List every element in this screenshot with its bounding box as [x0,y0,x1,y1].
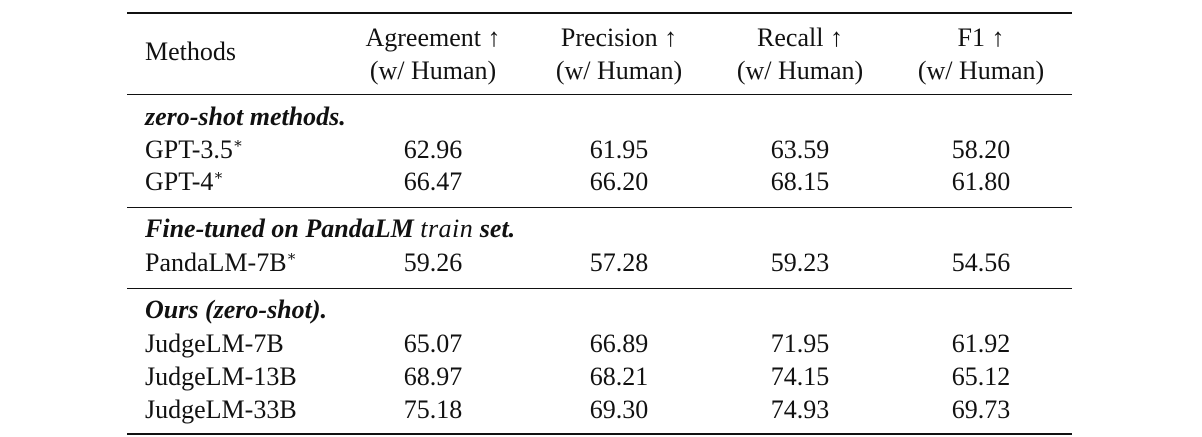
header-precision-line1: Precision ↑ [560,23,678,52]
section-title-zero-shot: zero-shot methods. [145,102,346,131]
table-row: JudgeLM-7B 65.07 66.89 71.95 61.92 [0,328,1202,360]
bottom-rule [127,433,1072,435]
section-rule [127,288,1072,289]
method-name: JudgeLM-13B [145,362,297,391]
header-f1-line2: (w/ Human) [917,56,1045,85]
precision-value: 69.30 [589,395,649,424]
precision-value: 68.21 [589,362,649,391]
precision-value: 66.89 [589,329,649,358]
header-recall-line1: Recall ↑ [757,23,843,52]
asterisk-marker: ∗ [286,249,297,265]
method-name: PandaLM-7B∗ [145,247,297,283]
method-name: GPT-3.5∗ [145,134,243,170]
recall-value: 74.15 [770,362,830,391]
table-row: JudgeLM-33B 75.18 69.30 74.93 69.73 [0,394,1202,426]
method-label: GPT-4 [145,167,214,196]
f1-value: 69.73 [951,395,1011,424]
header-f1: F1 ↑ (w/ Human) [886,21,1076,87]
table-row: GPT-3.5∗ 62.96 61.95 63.59 58.20 [0,134,1202,166]
method-name: GPT-4∗ [145,166,224,202]
header-recall-line2: (w/ Human) [736,56,864,85]
agreement-value: 68.97 [403,362,463,391]
header-recall: Recall ↑ (w/ Human) [705,21,895,87]
header-precision: Precision ↑ (w/ Human) [524,21,714,87]
precision-value: 57.28 [589,248,649,277]
header-agreement: Agreement ↑ (w/ Human) [338,21,528,87]
header-agreement-line2: (w/ Human) [369,56,497,85]
precision-value: 61.95 [589,135,649,164]
section-title-prefix: Fine-tuned on PandaLM [145,214,414,243]
method-name: JudgeLM-7B [145,329,284,358]
section-title-suffix: set. [479,214,516,243]
precision-value: 66.20 [589,167,649,196]
header-f1-line1: F1 ↑ [957,23,1005,52]
f1-value: 65.12 [951,362,1011,391]
table-row: JudgeLM-13B 68.97 68.21 74.15 65.12 [0,361,1202,393]
asterisk-marker: ∗ [232,136,244,152]
header-rule [127,94,1072,95]
section-rule [127,207,1072,208]
agreement-value: 75.18 [403,395,463,424]
method-label: PandaLM-7B [145,248,287,277]
table-row: PandaLM-7B∗ 59.26 57.28 59.23 54.56 [0,247,1202,279]
header-methods: Methods [145,37,236,66]
f1-value: 54.56 [951,248,1011,277]
agreement-value: 59.26 [403,248,463,277]
header-agreement-line1: Agreement ↑ [365,23,501,52]
recall-value: 59.23 [770,248,830,277]
header-precision-line2: (w/ Human) [555,56,683,85]
f1-value: 61.92 [951,329,1011,358]
method-label: GPT-3.5 [145,135,233,164]
asterisk-marker: ∗ [213,168,224,184]
method-name: JudgeLM-33B [145,395,297,424]
section-title-train: train [420,214,474,243]
f1-value: 61.80 [951,167,1011,196]
section-title-fine-tuned: Fine-tuned on PandaLM train set. [145,214,515,244]
agreement-value: 62.96 [403,135,463,164]
agreement-value: 65.07 [403,329,463,358]
recall-value: 68.15 [770,167,830,196]
recall-value: 71.95 [770,329,830,358]
recall-value: 63.59 [770,135,830,164]
agreement-value: 66.47 [403,167,463,196]
section-title-ours: Ours (zero-shot). [145,295,328,324]
table-row: GPT-4∗ 66.47 66.20 68.15 61.80 [0,166,1202,198]
top-rule [127,12,1072,14]
recall-value: 74.93 [770,395,830,424]
f1-value: 58.20 [951,135,1011,164]
